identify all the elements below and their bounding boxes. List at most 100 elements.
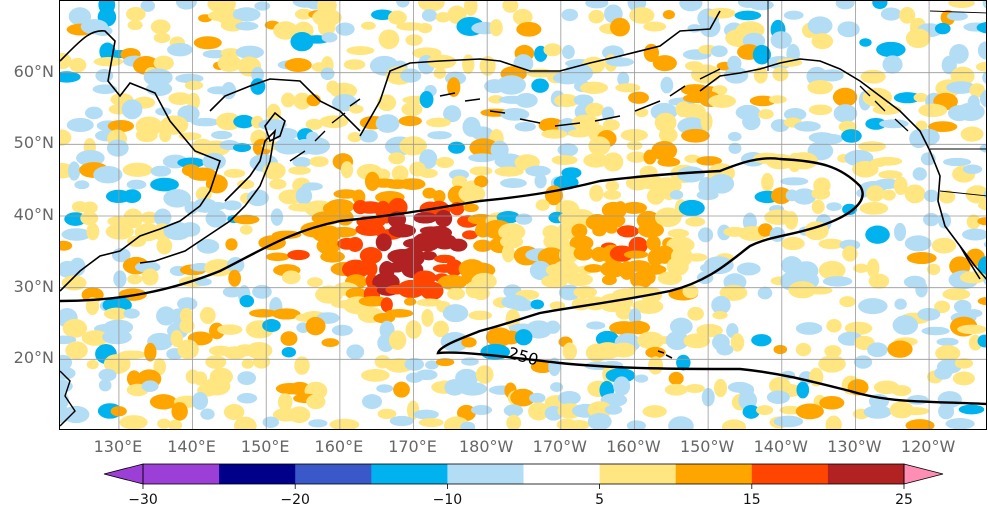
anomaly-patch xyxy=(753,66,768,84)
anomaly-patch xyxy=(853,263,870,274)
anomaly-patch xyxy=(422,187,437,199)
anomaly-patch xyxy=(425,360,439,370)
anomaly-patch xyxy=(506,414,522,429)
colorbar-tick-marks xyxy=(142,484,905,489)
anomaly-patch xyxy=(977,334,986,348)
anomaly-patch xyxy=(531,78,549,93)
anomaly-patch xyxy=(425,117,451,128)
anomaly-patch xyxy=(232,7,261,22)
anomaly-patch xyxy=(566,273,593,287)
anomaly-patch xyxy=(81,201,98,214)
anomaly-patch xyxy=(203,377,231,396)
anomaly-patch xyxy=(613,376,631,396)
anomaly-patch xyxy=(868,273,890,289)
anomaly-patch xyxy=(667,228,690,238)
anomaly-patch xyxy=(437,274,468,290)
anomaly-patch xyxy=(330,82,358,99)
anomaly-patch xyxy=(193,36,222,50)
anomaly-patch xyxy=(141,268,159,286)
anomaly-patch xyxy=(305,316,326,336)
anomaly-patch xyxy=(271,308,301,320)
anomaly-patch xyxy=(626,151,647,163)
anomaly-patch xyxy=(74,180,90,190)
anomaly-patch xyxy=(472,286,490,301)
anomaly-patch xyxy=(102,329,132,345)
anomaly-patch xyxy=(558,284,581,301)
anomaly-patch xyxy=(936,337,959,347)
anomaly-patch xyxy=(225,238,238,251)
anomaly-patch xyxy=(317,17,336,37)
anomaly-patch xyxy=(905,419,935,429)
anomaly-patch xyxy=(677,166,705,183)
anomaly-patch xyxy=(837,21,860,38)
colorbar-tick-label: −20 xyxy=(280,492,310,508)
anomaly-patch xyxy=(795,403,824,420)
anomaly-patch xyxy=(76,149,105,167)
anomaly-patch xyxy=(217,54,242,72)
anomaly-patch xyxy=(891,385,912,397)
anomaly-patch xyxy=(587,401,613,419)
anomaly-patch xyxy=(554,94,579,108)
anomaly-patch xyxy=(378,29,400,50)
anomaly-patch xyxy=(93,166,123,184)
map-canvas: 250 xyxy=(60,1,986,429)
anomaly-patch xyxy=(385,309,414,318)
anomaly-patch xyxy=(818,238,845,250)
bc-islands xyxy=(859,85,909,132)
colorbar-bin xyxy=(523,464,601,484)
anomaly-patch xyxy=(177,157,206,168)
anomaly-patch xyxy=(628,308,642,325)
anomaly-patch xyxy=(150,165,172,177)
anomaly-patch xyxy=(959,271,986,284)
anomaly-patch xyxy=(359,247,383,265)
anomaly-patch xyxy=(643,21,667,32)
anomaly-patch xyxy=(510,388,536,407)
anomaly-patch xyxy=(269,178,287,190)
anomaly-patch xyxy=(549,301,566,311)
anomaly-patch xyxy=(163,189,191,208)
longitude-label: 170°E xyxy=(388,437,437,456)
baja-coastline xyxy=(959,245,981,280)
anomaly-patch xyxy=(389,415,414,427)
anomaly-patch xyxy=(918,103,948,118)
longitude-label: 120°W xyxy=(900,437,956,456)
anomaly-patch xyxy=(126,6,146,22)
anomaly-patch xyxy=(758,223,773,237)
anomaly-patch xyxy=(60,52,72,70)
anomaly-patch xyxy=(796,381,810,399)
anomaly-patch xyxy=(388,198,408,217)
anomaly-patch xyxy=(168,419,183,429)
anomaly-patch xyxy=(783,108,807,121)
anomaly-patch xyxy=(648,356,664,375)
anomaly-patch xyxy=(103,307,129,320)
anomaly-patch xyxy=(617,71,630,87)
colorbar-bin xyxy=(751,464,829,484)
latitude-label: 20°N xyxy=(13,348,54,368)
anomaly-patch xyxy=(605,368,636,383)
anomaly-patch xyxy=(159,128,172,143)
anomaly-patch xyxy=(934,366,953,380)
anomaly-patch xyxy=(626,420,646,429)
anomaly-patch xyxy=(873,156,903,166)
anomaly-patch xyxy=(867,342,888,358)
anomaly-patch xyxy=(211,130,233,140)
anomaly-patch xyxy=(734,10,762,21)
anomaly-patch xyxy=(646,235,661,251)
anomaly-patch xyxy=(375,233,392,252)
coastlines xyxy=(60,10,986,427)
anomaly-patch xyxy=(60,391,69,410)
colorbar-extend-low xyxy=(103,463,144,485)
anomaly-patch xyxy=(945,418,975,429)
anomaly-patch xyxy=(938,403,955,420)
anomaly-patch xyxy=(953,299,972,314)
anomaly-patch xyxy=(623,250,649,259)
anomaly-patch xyxy=(503,404,524,417)
anomaly-patch xyxy=(149,394,177,410)
anomaly-patch xyxy=(348,104,364,114)
anomaly-patch xyxy=(742,113,761,131)
anomaly-patch xyxy=(500,107,530,121)
anomaly-patch xyxy=(126,370,142,387)
anomaly-patch xyxy=(905,28,931,49)
anomaly-patch xyxy=(60,71,81,83)
anomaly-patch xyxy=(398,115,422,127)
